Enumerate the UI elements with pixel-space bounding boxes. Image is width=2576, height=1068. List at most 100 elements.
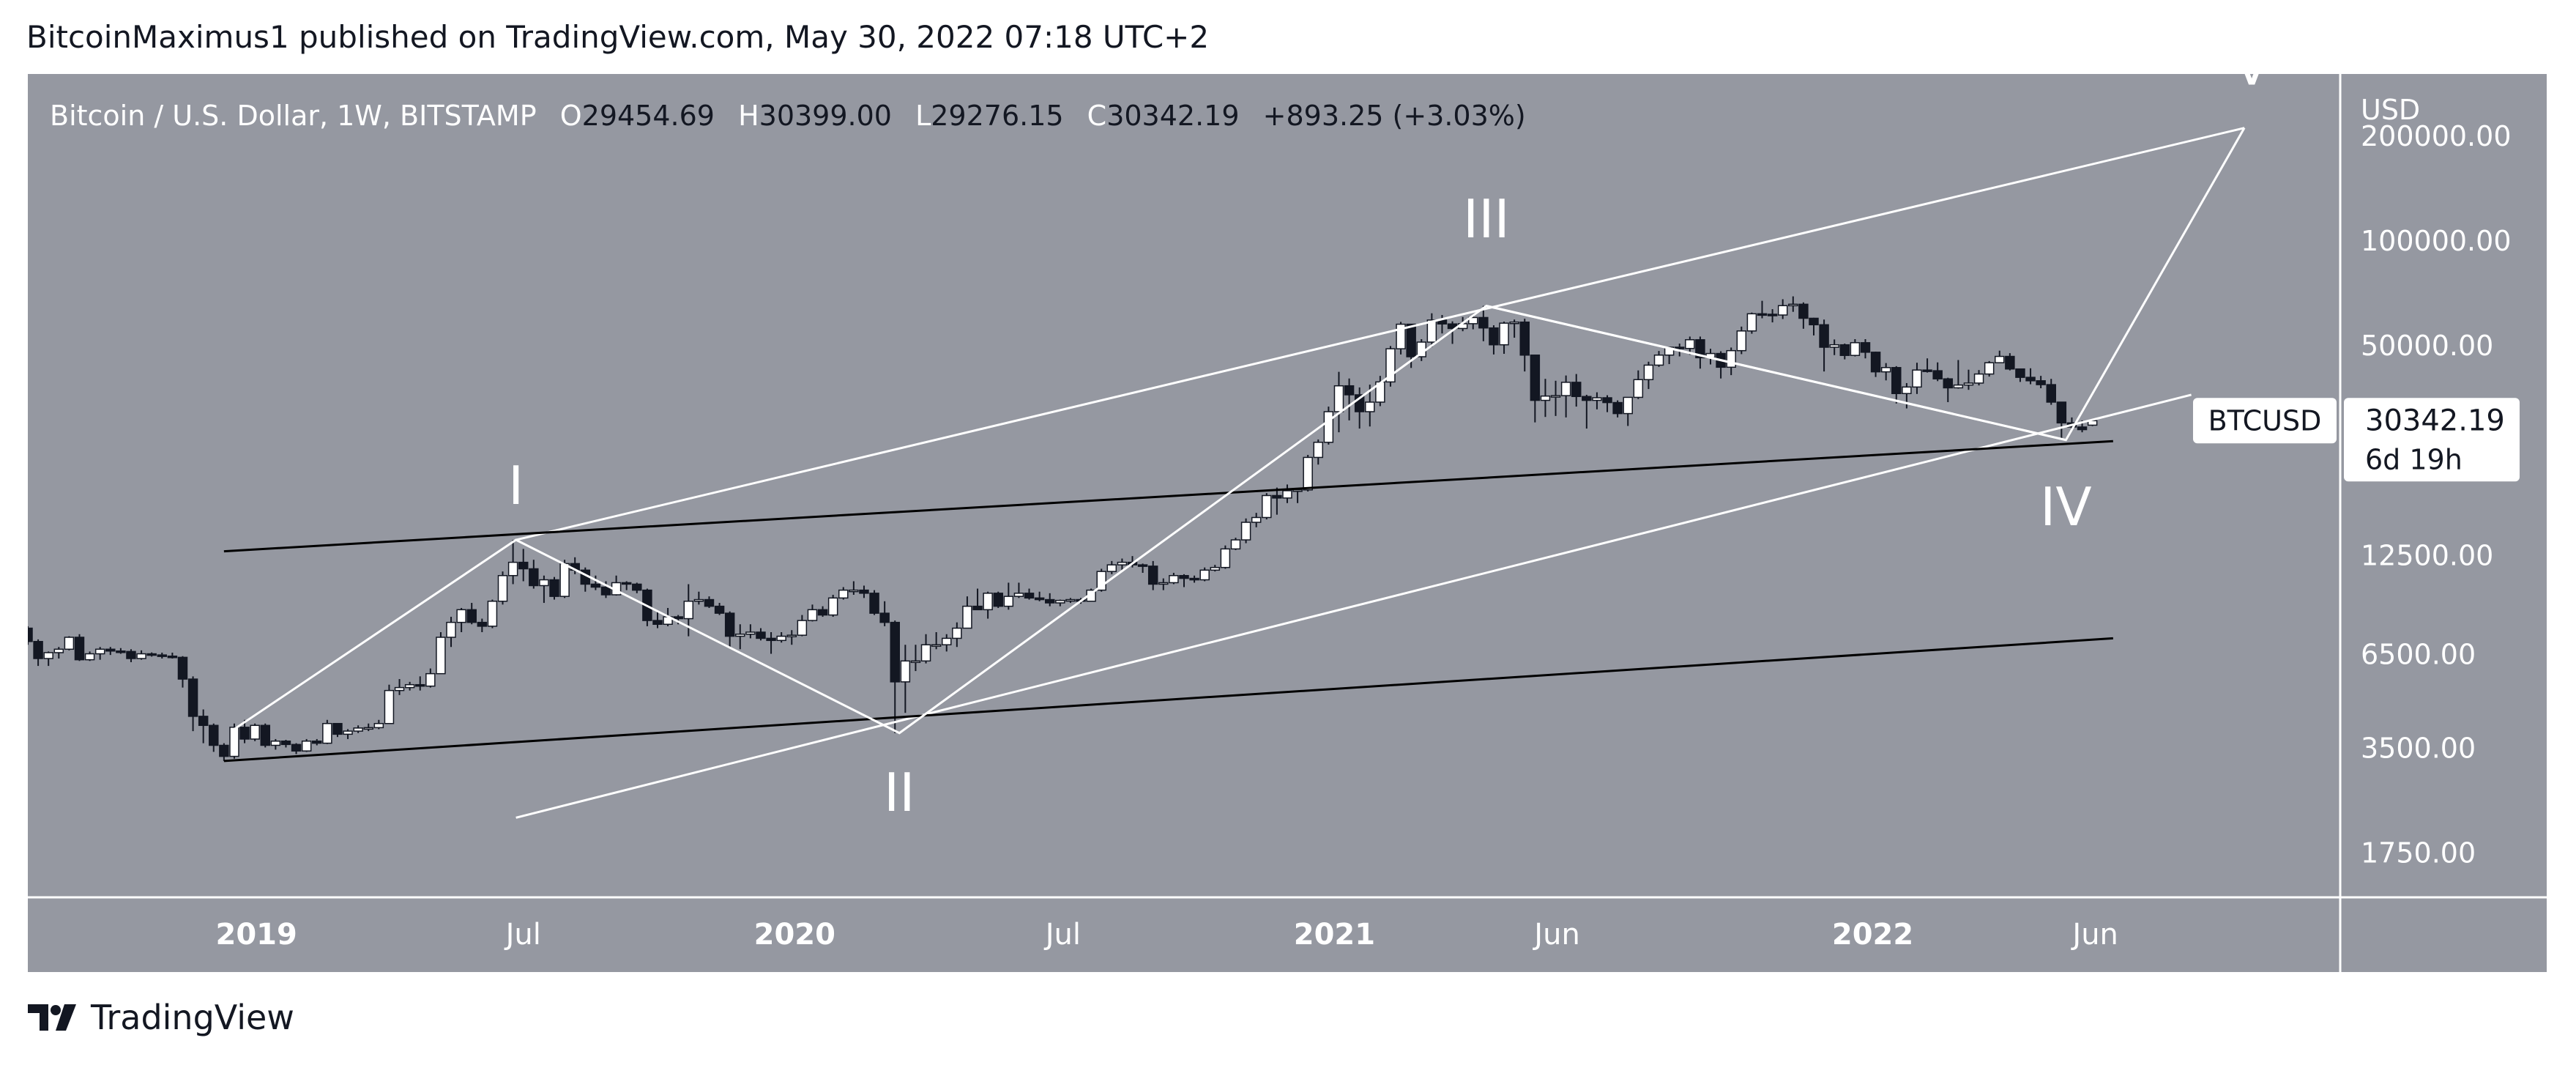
candle — [1158, 578, 1169, 590]
candle — [766, 631, 776, 654]
published-by-line: BitcoinMaximus1 published on TradingView… — [26, 19, 1210, 55]
candle — [1798, 302, 1809, 329]
candle — [1044, 593, 1055, 607]
y-tick-label: 200000.00 — [2361, 120, 2512, 152]
candle — [1147, 560, 1158, 590]
upper-channel-line[interactable] — [515, 127, 2245, 541]
plot-background — [28, 74, 2547, 972]
candle — [280, 740, 291, 748]
candle — [28, 626, 33, 645]
candle — [1230, 538, 1241, 550]
candle — [869, 590, 879, 615]
candle — [1612, 400, 1623, 418]
candle — [652, 611, 663, 628]
candle — [983, 591, 993, 619]
candle — [1169, 573, 1179, 585]
candle — [1323, 407, 1334, 445]
candle — [64, 636, 75, 650]
candle — [250, 723, 260, 741]
candle — [1560, 375, 1571, 418]
candle — [291, 743, 302, 754]
candle — [1922, 358, 1932, 373]
time-axis[interactable]: 2019 Jul 2020 Jul 2021 Jun 2022 Jun — [216, 918, 2118, 952]
candle — [94, 647, 105, 660]
candle — [735, 624, 745, 650]
candle — [632, 582, 642, 593]
y-tick-label: 6500.00 — [2361, 639, 2476, 671]
candle — [1489, 325, 1499, 355]
y-tick-label: 1750.00 — [2361, 837, 2476, 869]
candle — [1932, 362, 1943, 382]
upper-support-line[interactable] — [223, 440, 2113, 553]
candle — [456, 607, 466, 632]
candle — [1912, 363, 1922, 394]
candle — [1385, 346, 1396, 387]
candle — [53, 647, 64, 659]
x-tick-label: 2020 — [754, 918, 835, 952]
candle — [849, 581, 859, 595]
plot-area[interactable]: IIIIIIIVV — [28, 74, 2270, 823]
x-tick-label: 2022 — [1832, 918, 1913, 952]
candle — [797, 615, 808, 637]
wave-label-II: II — [884, 762, 915, 823]
candle — [2056, 401, 2067, 440]
lower-channel-line[interactable] — [515, 393, 2192, 819]
candle — [384, 684, 395, 724]
candle — [724, 611, 735, 648]
elliott-wave-path[interactable] — [231, 127, 2246, 735]
candle — [1973, 370, 1984, 386]
tradingview-footer[interactable]: TradingView — [28, 998, 294, 1037]
candle — [332, 722, 343, 738]
candle — [693, 591, 704, 605]
candle — [704, 596, 715, 608]
candle — [1829, 339, 1839, 355]
candle — [239, 719, 250, 743]
candle — [1282, 484, 1292, 503]
price-tag-countdown: 6d 19h — [2365, 443, 2463, 475]
candle — [1963, 369, 1974, 390]
candle — [1240, 518, 1251, 544]
candle — [343, 729, 353, 739]
candle — [890, 620, 900, 733]
candle — [1582, 394, 1592, 429]
candle — [1571, 374, 1582, 407]
candle — [1096, 568, 1106, 592]
x-tick-label: 2019 — [216, 918, 297, 952]
wave-label-IV: IV — [2040, 476, 2092, 538]
candle — [301, 738, 312, 752]
price-chart[interactable]: IIIIIIIVV USD 200000.00100000.0050000.00… — [28, 74, 2547, 972]
candle — [1292, 488, 1303, 503]
candle — [1519, 319, 1530, 372]
candle — [817, 606, 828, 618]
candle — [1633, 370, 1644, 399]
candle — [941, 634, 952, 652]
candle — [136, 650, 146, 660]
candle — [1809, 317, 1819, 335]
candle — [1313, 439, 1324, 465]
candle — [931, 631, 942, 650]
change-value: +893.25 (+3.03%) — [1263, 100, 1526, 132]
candle — [1592, 392, 1602, 409]
candle — [756, 628, 766, 641]
candle — [920, 634, 931, 664]
candle — [1478, 305, 1489, 341]
candle — [1220, 545, 1231, 569]
candle — [590, 575, 601, 590]
candle — [177, 656, 188, 688]
candle — [962, 596, 972, 629]
candle — [1034, 591, 1045, 601]
candle — [1777, 299, 1788, 319]
candle — [1788, 296, 1798, 312]
symbol-tag-text: BTCUSD — [2208, 404, 2322, 437]
candle — [363, 723, 373, 732]
candle — [322, 719, 332, 744]
candle — [952, 622, 962, 648]
candle — [1839, 344, 1850, 360]
candle — [105, 647, 116, 656]
last-price-label: BTCUSD 30342.19 6d 19h — [2193, 398, 2520, 482]
candle — [466, 603, 477, 625]
wave-label-III: III — [1463, 188, 1510, 250]
candle — [1003, 582, 1014, 610]
price-axis[interactable]: USD 200000.00 100000.00 50000.00 12500.00 65… — [2361, 94, 2512, 869]
lower-support-line[interactable] — [223, 637, 2113, 763]
